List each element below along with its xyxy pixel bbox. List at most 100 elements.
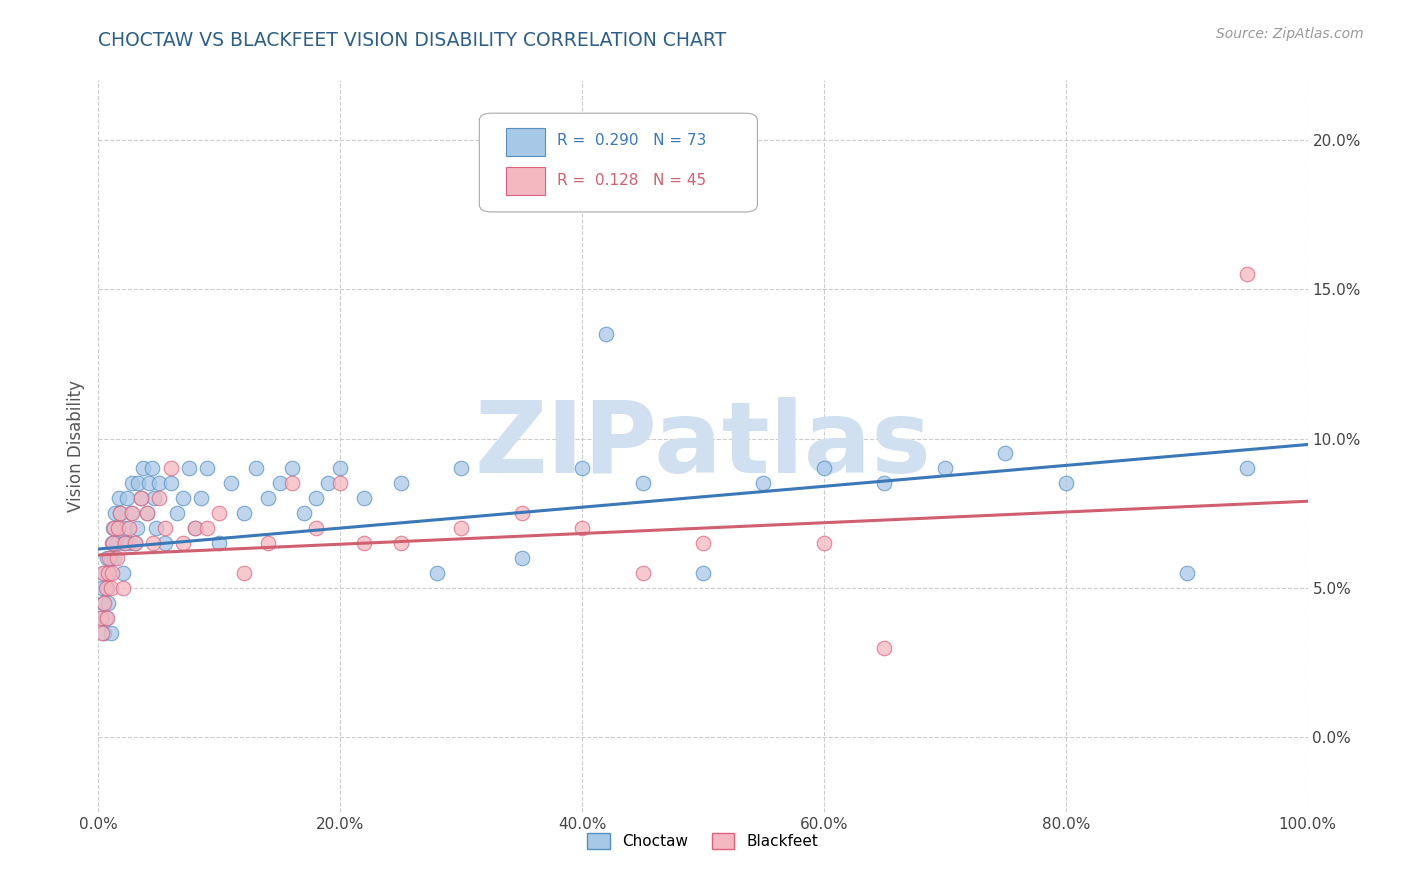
Point [329,461,352,475]
Point [281,461,304,475]
Point [107,521,129,535]
Point [631,476,654,491]
Point [108,506,131,520]
Point [256,536,278,550]
Point [108,506,131,520]
Point [114,521,136,535]
Point [232,506,254,520]
Point [107,521,129,535]
Point [91,581,114,595]
Point [101,536,124,550]
Point [426,566,449,580]
Point [91,596,114,610]
Point [172,536,194,550]
Text: R =  0.128   N = 45: R = 0.128 N = 45 [557,173,706,188]
Point [595,326,617,341]
Point [117,491,139,506]
Point [93,625,115,640]
Point [121,476,143,491]
Point [127,521,149,535]
Point [94,581,117,595]
Point [153,521,176,535]
Point [179,461,201,475]
Point [153,536,176,550]
Text: ZIPatlas: ZIPatlas [475,398,931,494]
Point [100,536,122,550]
Point [97,566,120,580]
Point [353,536,375,550]
Point [873,476,896,491]
Point [114,536,136,550]
Point [105,536,128,550]
Point [208,536,231,550]
Point [148,491,170,506]
Point [101,521,124,535]
Point [1054,476,1077,491]
Point [994,446,1017,460]
Point [96,551,118,566]
Point [104,506,127,520]
Point [245,461,267,475]
Point [450,461,472,475]
Point [129,491,152,506]
Point [96,581,118,595]
Point [96,610,118,624]
Point [305,491,328,506]
Point [692,566,714,580]
Point [256,491,278,506]
Point [118,521,141,535]
Point [145,521,167,535]
Point [269,476,291,491]
Point [353,491,375,506]
Point [90,610,112,624]
Point [221,476,243,491]
Point [934,461,956,475]
Legend: Choctaw, Blackfeet: Choctaw, Blackfeet [581,827,825,855]
Point [813,461,835,475]
Point [91,625,114,640]
Point [112,536,135,550]
Text: Source: ZipAtlas.com: Source: ZipAtlas.com [1216,27,1364,41]
Point [127,476,149,491]
Point [1236,461,1258,475]
Point [1175,566,1198,580]
Point [195,521,218,535]
Point [510,551,533,566]
Point [98,566,121,580]
Point [93,566,115,580]
Point [100,566,122,580]
Point [208,506,231,520]
Point [118,536,141,550]
Point [94,610,117,624]
Point [98,551,121,566]
Point [190,491,212,506]
Point [184,521,207,535]
FancyBboxPatch shape [479,113,758,212]
Point [692,193,714,207]
Point [135,506,157,520]
Point [148,476,170,491]
Point [813,536,835,550]
Point [132,461,155,475]
Point [752,476,775,491]
Point [97,596,120,610]
Point [143,491,166,506]
Point [90,610,112,624]
Point [232,566,254,580]
Point [120,506,142,520]
Text: R =  0.290   N = 73: R = 0.290 N = 73 [557,134,706,148]
Point [166,506,188,520]
Point [129,491,152,506]
Point [329,476,352,491]
Point [138,476,160,491]
Point [91,566,114,580]
Point [135,506,157,520]
Point [111,581,134,595]
Point [124,536,146,550]
Point [631,566,654,580]
Point [692,536,714,550]
Bar [506,168,544,195]
Point [1236,268,1258,282]
Point [111,566,134,580]
Point [450,521,472,535]
